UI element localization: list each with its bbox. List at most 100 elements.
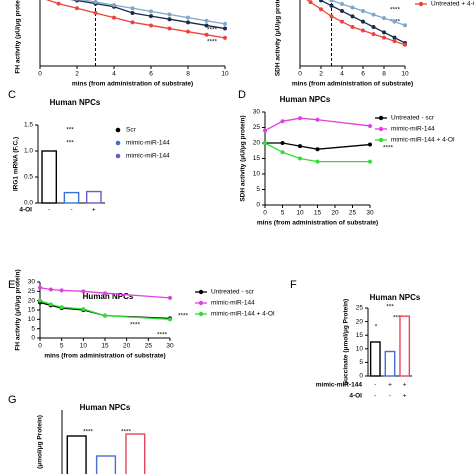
x-tick-label: 10 — [296, 210, 304, 217]
data-point — [168, 295, 172, 300]
data-point — [340, 9, 344, 14]
data-point — [298, 156, 302, 161]
data-point — [280, 119, 285, 124]
panel-letter: E — [8, 279, 15, 291]
data-point — [38, 298, 42, 303]
y-axis-label: FH activity (μU/μg protein) — [15, 269, 22, 350]
row-value: - — [70, 207, 72, 214]
data-point — [403, 23, 407, 28]
y-tick-label: 1.5 — [24, 122, 33, 129]
x-axis-label: mins (from administration of substrate) — [44, 353, 165, 360]
data-point — [130, 6, 135, 11]
y-tick-label: 0.5 — [24, 174, 33, 181]
data-point — [298, 144, 302, 149]
x-tick-label: 15 — [314, 210, 322, 217]
data-point — [223, 26, 227, 31]
data-point — [93, 0, 98, 5]
panel-letter: F — [290, 279, 297, 291]
legend-label: mimic-miR-144 — [126, 153, 170, 160]
data-point — [361, 28, 365, 33]
y-axis-label: SDH activity (μU/μg protein) — [240, 115, 247, 201]
y-axis-label: SDH activity (μU/μg protein) — [275, 0, 282, 76]
legend-marker — [115, 127, 121, 133]
data-point — [350, 14, 355, 19]
y-tick-label: 0 — [31, 335, 35, 342]
row-label: mimic-miR-144 — [316, 382, 363, 389]
data-point — [371, 32, 376, 37]
bar — [369, 341, 381, 377]
data-point — [329, 14, 334, 19]
legend-label: Untreated + 4-OI — [431, 1, 474, 8]
data-point — [112, 15, 116, 20]
data-point — [223, 21, 227, 26]
y-tick-label: 10 — [253, 171, 261, 178]
row-value: + — [388, 382, 392, 389]
data-point — [38, 285, 42, 290]
data-point — [340, 19, 344, 24]
data-point — [263, 141, 267, 145]
panel-letter: D — [238, 89, 246, 101]
x-tick-label: 20 — [331, 210, 339, 217]
significance: **** — [383, 145, 394, 152]
x-tick-label: 25 — [349, 210, 357, 217]
x-tick-label: 10 — [221, 71, 229, 78]
significance: *** — [66, 140, 74, 147]
chart-title: Human NPCs — [370, 293, 421, 302]
y-tick-label: 5 — [359, 359, 363, 366]
bar — [85, 190, 102, 204]
data-point — [368, 142, 372, 147]
y-tick-label: 25 — [253, 124, 261, 131]
data-point — [223, 35, 227, 40]
y-tick-label: 20 — [28, 297, 36, 304]
significance: **** — [207, 39, 218, 46]
data-point — [48, 302, 53, 307]
legend-label: mimic-miR-144 — [211, 300, 255, 307]
y-tick-label: 10 — [28, 316, 36, 323]
data-point — [392, 39, 397, 44]
legend-marker — [198, 300, 204, 306]
row-value: - — [389, 393, 391, 400]
significance: **** — [390, 7, 401, 14]
bar — [384, 350, 396, 377]
data-point — [59, 288, 64, 293]
data-point — [75, 0, 79, 1]
legend-marker — [378, 137, 384, 143]
y-tick-label: 20 — [253, 140, 261, 147]
data-point — [167, 17, 172, 22]
x-tick-label: 6 — [361, 71, 365, 78]
x-tick-label: 0 — [38, 71, 42, 78]
data-point — [149, 14, 153, 19]
data-point — [382, 30, 386, 35]
data-point — [204, 23, 209, 28]
data-point — [103, 313, 107, 318]
data-point — [403, 42, 407, 47]
significance: *** — [386, 304, 394, 311]
significance: **** — [83, 429, 94, 436]
data-point — [371, 12, 376, 17]
data-point — [315, 117, 320, 122]
data-point — [392, 35, 397, 40]
y-tick-label: 5 — [256, 186, 260, 193]
x-axis-label: mins (from administration of substrate) — [292, 81, 413, 88]
data-point — [48, 287, 53, 292]
legend-label: mimic-miR-144 + 4-OI — [391, 137, 455, 144]
row-label: 4-OI — [19, 207, 32, 214]
x-tick-label: 6 — [149, 71, 153, 78]
y-axis-label: FH activity (μU/μg protein) — [15, 0, 22, 74]
row-value: - — [374, 382, 376, 389]
data-point — [368, 159, 372, 164]
x-tick-label: 0 — [38, 343, 42, 350]
x-tick-label: 8 — [186, 71, 190, 78]
y-tick-label: 25 — [356, 305, 364, 312]
row-label: 4-OI — [349, 393, 362, 400]
bar — [399, 315, 411, 377]
legend-marker — [115, 140, 121, 146]
y-tick-label: 10 — [356, 346, 364, 353]
legend-label: Scr — [126, 127, 137, 134]
y-tick-label: 30 — [253, 109, 261, 116]
bar — [95, 455, 117, 474]
data-point — [371, 25, 376, 29]
data-point — [130, 20, 135, 25]
legend-label: Untreated - scr — [391, 115, 435, 122]
